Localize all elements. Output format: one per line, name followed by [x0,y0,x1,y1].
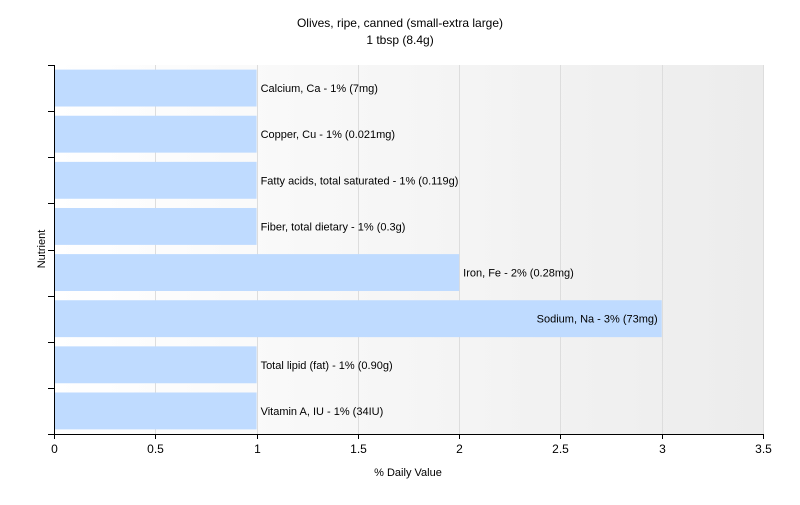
bar [55,392,257,430]
bar [55,207,257,245]
bar-label: Calcium, Ca - 1% (7mg) [261,83,378,95]
y-axis-title: Nutrient [36,230,48,269]
x-tick-label: 2 [456,442,463,456]
bar [55,300,662,338]
x-tick-label: 3 [659,442,666,456]
x-tick-label: 2.5 [552,442,569,456]
bar-label: Fatty acids, total saturated - 1% (0.119… [261,175,459,187]
x-tick-label: 1.5 [350,442,367,456]
bar [55,254,460,292]
bar-label: Copper, Cu - 1% (0.021mg) [261,129,396,141]
bar-label: Vitamin A, IU - 1% (34IU) [261,406,384,418]
x-tick-label: 0.5 [147,442,164,456]
bar [55,69,257,107]
chart-subtitle: 1 tbsp (8.4g) [366,33,433,47]
x-tick-label: 1 [254,442,261,456]
bar [55,161,257,199]
x-tick-label: 3.5 [755,442,772,456]
bar [55,115,257,153]
bar-label: Total lipid (fat) - 1% (0.90g) [261,360,393,372]
axes: 0 0.5 1 1.5 2 2.5 3 3.5 [48,65,772,456]
bar-label: Sodium, Na - 3% (73mg) [537,314,658,326]
x-tick-label: 0 [51,442,58,456]
bar [55,346,257,384]
bar-label: Iron, Fe - 2% (0.28mg) [463,268,574,280]
bars: Calcium, Ca - 1% (7mg) Copper, Cu - 1% (0… [55,69,662,430]
bar-label: Fiber, total dietary - 1% (0.3g) [261,221,406,233]
chart-title: Olives, ripe, canned (small-extra large) [297,16,503,30]
x-axis-title: % Daily Value [374,467,442,479]
